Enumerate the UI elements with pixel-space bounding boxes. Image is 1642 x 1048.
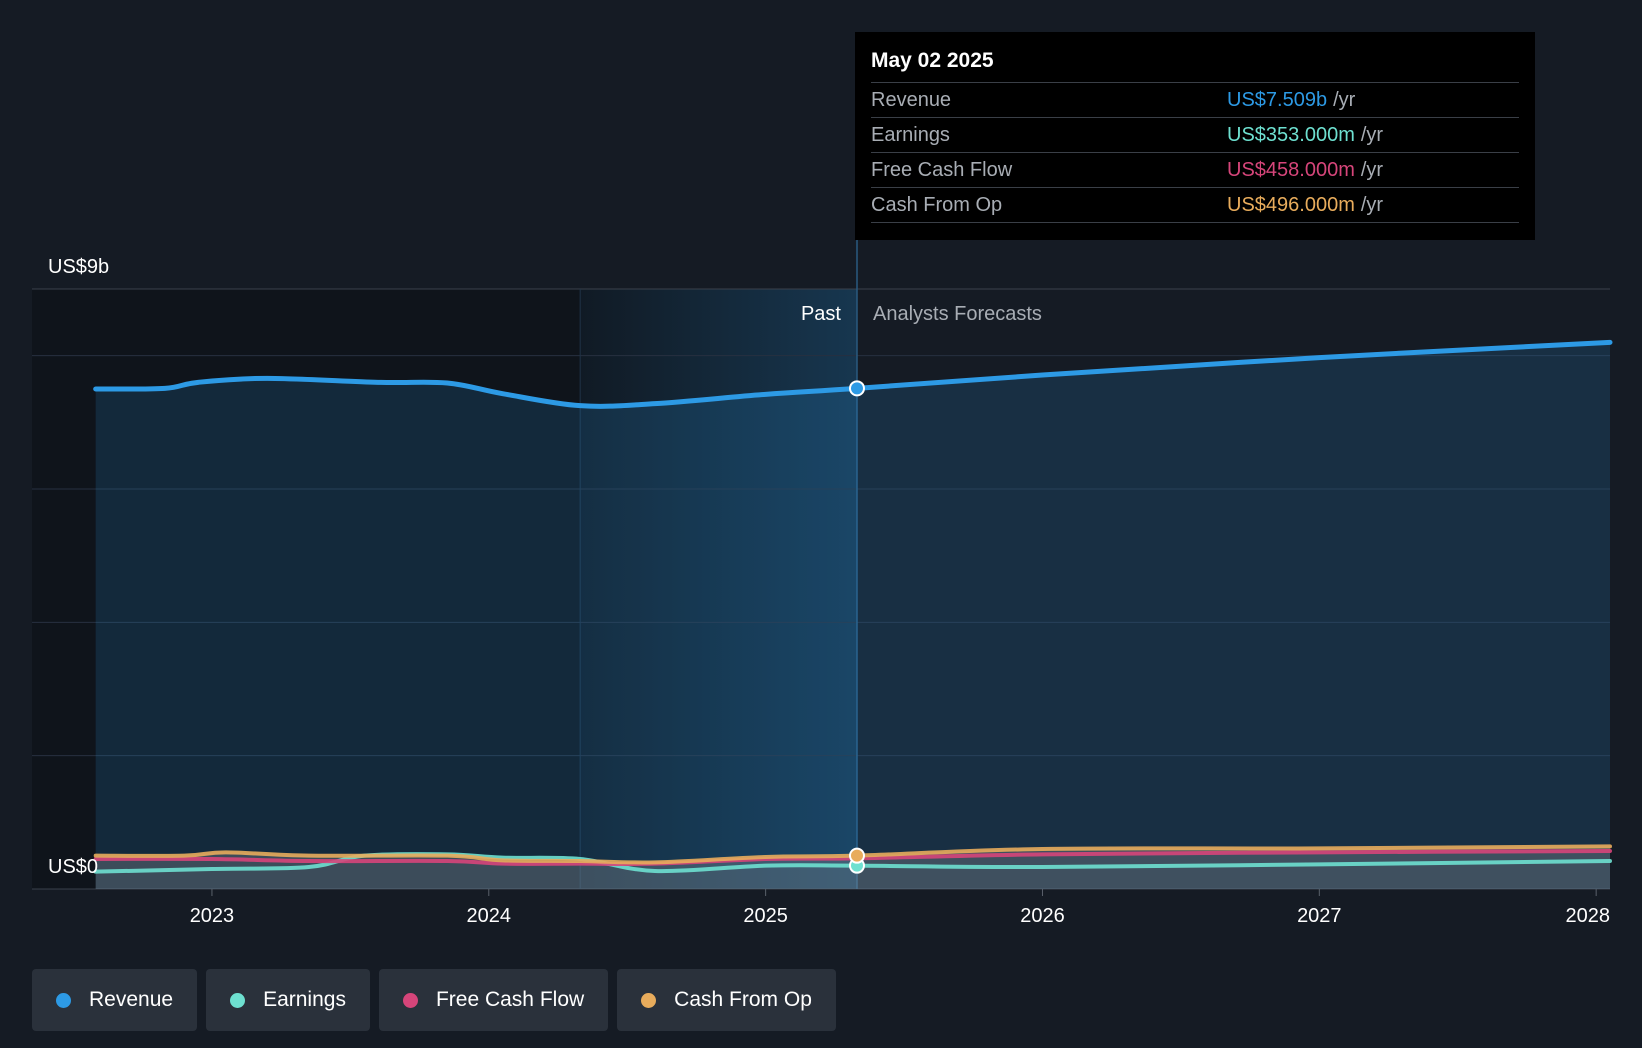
revenue-area xyxy=(95,342,1610,889)
tooltip-label: Cash From Op xyxy=(871,194,1003,216)
tooltip-row-cash-from-op: Cash From Op US$496.000m /yr xyxy=(871,188,1519,223)
tooltip-unit: /yr xyxy=(1333,89,1356,111)
x-tick-label: 2027 xyxy=(1297,905,1342,927)
marker-cash-from-op xyxy=(848,847,865,864)
tooltip-unit: /yr xyxy=(1360,194,1384,216)
series-line-cash-from-op xyxy=(93,844,1612,865)
tooltip-unit: /yr xyxy=(1360,159,1384,181)
legend-item-cash-from-op[interactable]: Cash From Op xyxy=(617,969,836,1031)
revenue-earnings-chart: US$9b US$0 Past Analysts Forecasts 2023 2024 2… xyxy=(32,240,1613,927)
y-axis-bottom-label: US$0 xyxy=(48,856,98,878)
x-tick-label: 2028 xyxy=(1566,905,1611,927)
tooltip: May 02 2025 Revenue US$7.509b /yr Earnin… xyxy=(855,32,1535,240)
series-line-revenue xyxy=(93,339,1613,409)
tooltip-label: Free Cash Flow xyxy=(871,159,1013,181)
tooltip-label: Revenue xyxy=(871,89,952,111)
legend-item-earnings[interactable]: Earnings xyxy=(206,969,370,1031)
tooltip-unit: /yr xyxy=(1360,124,1384,146)
tooltip-date: May 02 2025 xyxy=(871,46,1519,83)
forecast-label: Analysts Forecasts xyxy=(873,303,1042,325)
legend-item-free-cash-flow[interactable]: Free Cash Flow xyxy=(378,969,609,1031)
legend-label: Revenue xyxy=(89,988,174,1011)
tooltip-row-earnings: Earnings US$353.000m /yr xyxy=(871,118,1519,153)
tooltip-value: US$496.000m xyxy=(1227,194,1355,216)
tooltip-row-free-cash-flow: Free Cash Flow US$458.000m /yr xyxy=(871,153,1519,188)
tooltip-value: US$458.000m xyxy=(1227,159,1355,181)
legend-label: Earnings xyxy=(263,988,346,1011)
x-tick-label: 2025 xyxy=(743,905,788,927)
legend: Revenue Earnings Free Cash Flow Cash Fro… xyxy=(32,969,836,1031)
legend-item-revenue[interactable]: Revenue xyxy=(32,969,198,1031)
tooltip-row-revenue: Revenue US$7.509b /yr xyxy=(871,83,1519,118)
legend-label: Cash From Op xyxy=(674,988,812,1011)
y-axis-top-label: US$9b xyxy=(48,256,109,278)
series-line-earnings xyxy=(93,852,1612,874)
x-tick-label: 2023 xyxy=(190,905,235,927)
past-label: Past xyxy=(801,303,841,325)
marker-revenue xyxy=(848,380,865,397)
x-tick-label: 2026 xyxy=(1020,905,1065,927)
x-tick-label: 2024 xyxy=(467,905,512,927)
legend-label: Free Cash Flow xyxy=(435,988,585,1011)
legend-dot-icon xyxy=(641,992,657,1008)
tooltip-value: US$353.000m xyxy=(1227,124,1355,146)
legend-dot-icon xyxy=(402,992,418,1008)
legend-dot-icon xyxy=(56,992,71,1008)
legend-dot-icon xyxy=(230,992,246,1008)
tooltip-label: Earnings xyxy=(871,124,950,146)
tooltip-value: US$7.509b xyxy=(1227,89,1328,111)
